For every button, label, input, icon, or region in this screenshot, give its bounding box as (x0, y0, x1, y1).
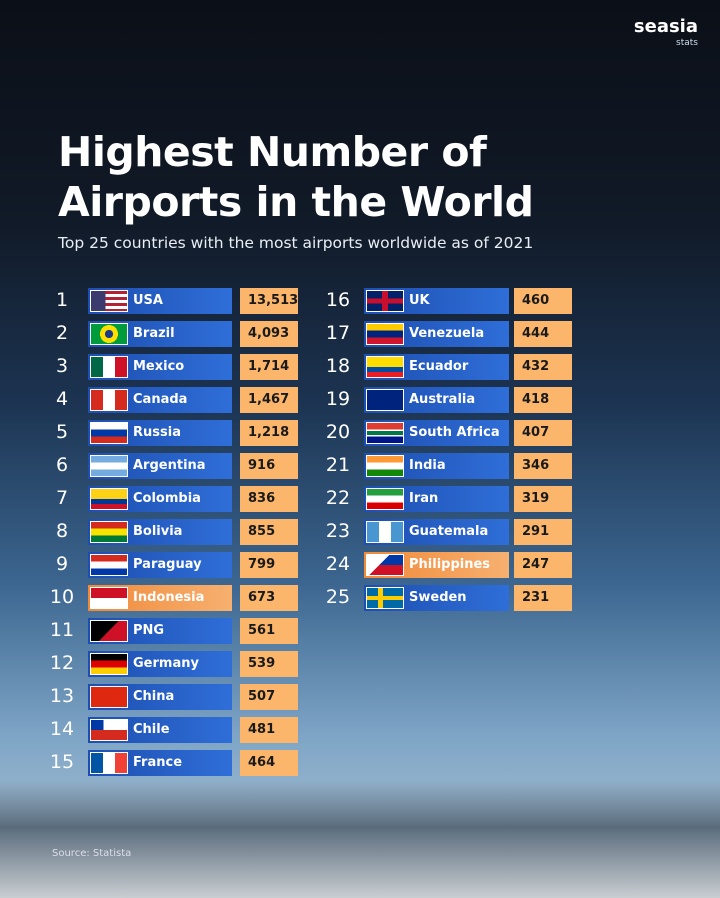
rank: 17 (325, 322, 351, 344)
airport-count: 1,218 (240, 420, 298, 446)
flag-icon (90, 719, 128, 741)
flag-icon (366, 356, 404, 378)
flag-icon (366, 521, 404, 543)
rank: 24 (325, 553, 351, 575)
rank: 23 (325, 520, 351, 542)
rank: 15 (49, 751, 75, 773)
brand-sub: stats (676, 38, 698, 48)
airport-count: 464 (240, 750, 298, 776)
airport-count: 247 (514, 552, 572, 578)
brand: seasia (633, 16, 698, 37)
flag-icon (90, 620, 128, 642)
flag-icon (366, 488, 404, 510)
airport-count: 444 (514, 321, 572, 347)
airport-count: 855 (240, 519, 298, 545)
flag-icon (90, 323, 128, 345)
flag-icon (366, 389, 404, 411)
flag-icon (90, 389, 128, 411)
rank: 7 (55, 487, 69, 509)
rank: 13 (49, 685, 75, 707)
airport-count: 799 (240, 552, 298, 578)
airport-count: 407 (514, 420, 572, 446)
flag-icon (90, 422, 128, 444)
flag-icon (90, 554, 128, 576)
rank: 18 (325, 355, 351, 377)
airport-background (0, 780, 720, 898)
title: Highest Number of (58, 128, 487, 176)
rank: 12 (49, 652, 75, 674)
airport-count: 539 (240, 651, 298, 677)
flag-icon (366, 554, 404, 576)
airport-count: 460 (514, 288, 572, 314)
flag-icon (366, 290, 404, 312)
flag-icon (90, 587, 128, 609)
rank: 20 (325, 421, 351, 443)
flag-icon (90, 653, 128, 675)
flag-icon (90, 290, 128, 312)
airport-count: 13,513 (240, 288, 298, 314)
rank: 21 (325, 454, 351, 476)
title: Airports in the World (58, 178, 534, 226)
airport-count: 507 (240, 684, 298, 710)
source: Source: Statista (52, 848, 132, 859)
rank: 22 (325, 487, 351, 509)
flag-icon (366, 455, 404, 477)
flag-icon (90, 521, 128, 543)
rank: 8 (55, 520, 69, 542)
rank: 2 (55, 322, 69, 344)
flag-icon (366, 587, 404, 609)
rank: 25 (325, 586, 351, 608)
rank: 9 (55, 553, 69, 575)
airport-count: 561 (240, 618, 298, 644)
airport-count: 673 (240, 585, 298, 611)
flag-icon (90, 488, 128, 510)
rank: 19 (325, 388, 351, 410)
flag-icon (366, 422, 404, 444)
airport-count: 346 (514, 453, 572, 479)
flag-icon (90, 686, 128, 708)
rank: 11 (49, 619, 75, 641)
rank: 3 (55, 355, 69, 377)
airport-count: 836 (240, 486, 298, 512)
airport-count: 231 (514, 585, 572, 611)
rank: 14 (49, 718, 75, 740)
airport-count: 1,467 (240, 387, 298, 413)
airport-count: 319 (514, 486, 572, 512)
rank: 1 (55, 289, 69, 311)
subtitle: Top 25 countries with the most airports … (58, 234, 534, 252)
airport-count: 418 (514, 387, 572, 413)
rank: 16 (325, 289, 351, 311)
flag-icon (90, 455, 128, 477)
airport-count: 291 (514, 519, 572, 545)
airport-count: 916 (240, 453, 298, 479)
rank: 6 (55, 454, 69, 476)
flag-icon (90, 356, 128, 378)
rank: 4 (55, 388, 69, 410)
airport-count: 1,714 (240, 354, 298, 380)
rank: 5 (55, 421, 69, 443)
airport-count: 4,093 (240, 321, 298, 347)
flag-icon (366, 323, 404, 345)
rank: 10 (49, 586, 75, 608)
airport-count: 481 (240, 717, 298, 743)
airport-count: 432 (514, 354, 572, 380)
flag-icon (90, 752, 128, 774)
